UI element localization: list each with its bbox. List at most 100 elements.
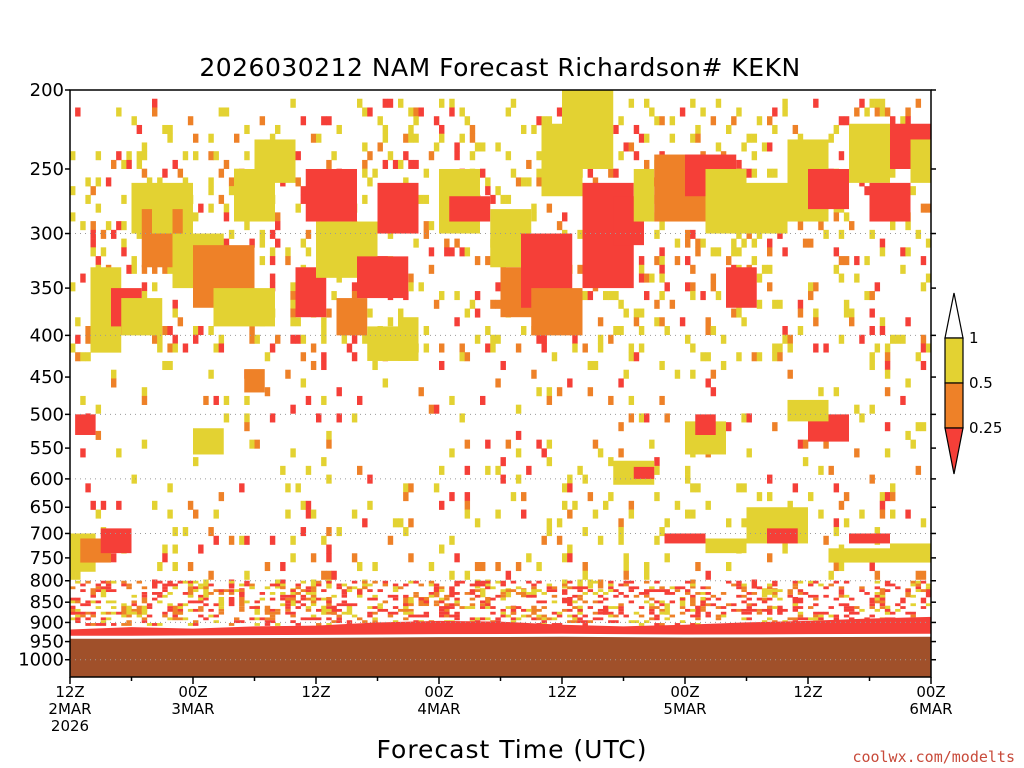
ri-cell — [321, 317, 327, 327]
ri-cell — [100, 229, 107, 239]
ri-cell — [95, 151, 102, 161]
ri-layer-cell — [208, 608, 214, 612]
ri-cell — [869, 229, 875, 239]
ri-cell — [495, 186, 501, 196]
ri-cell — [285, 247, 291, 257]
ri-cell — [141, 151, 148, 161]
ri-cell — [326, 116, 332, 126]
x-tick-label: 4MAR — [417, 700, 460, 718]
ri-cell — [321, 326, 327, 336]
ri-cell — [736, 352, 742, 362]
ri-cell — [469, 151, 476, 161]
y-tick-label: 550 — [30, 438, 64, 459]
ri-cell — [833, 527, 840, 537]
colorbar-label: 0.25 — [969, 419, 1002, 437]
ri-cell — [136, 124, 143, 135]
ri-layer-cell — [920, 580, 927, 584]
ri-cell — [387, 151, 394, 161]
ri-cell — [141, 395, 148, 405]
ri-cell — [70, 343, 76, 353]
ri-cell — [126, 605, 132, 615]
ri-layer-cell — [439, 611, 445, 615]
ri-layer-cell — [382, 580, 389, 584]
ri-layer-cell — [838, 586, 845, 590]
ri-cell — [756, 492, 763, 502]
ri-layer-cell — [613, 620, 619, 624]
ri-cell — [510, 605, 517, 615]
ri-layer-cell — [813, 611, 819, 615]
ri-cell — [90, 238, 96, 248]
ri-cell — [208, 570, 214, 580]
ri-layer-cell — [300, 580, 307, 584]
ri-cell — [449, 98, 455, 108]
ri-layer-cell — [608, 611, 614, 615]
ri-layer-cell — [715, 617, 722, 621]
ri-layer-cell — [761, 620, 768, 624]
ri-layer-cell — [705, 603, 711, 607]
ri-region — [100, 528, 132, 554]
ri-layer-cell — [239, 592, 245, 595]
ri-layer-cell — [556, 623, 563, 626]
ri-cell — [249, 439, 255, 449]
ri-layer-cell — [300, 597, 307, 601]
ri-cell — [372, 168, 378, 178]
ri-layer-cell — [756, 597, 763, 601]
ri-cell — [577, 264, 583, 274]
ri-layer-cell — [572, 594, 578, 598]
colorbar-bin — [944, 337, 964, 384]
ri-cell — [300, 527, 307, 537]
ri-cell — [915, 352, 922, 362]
ri-layer-cell — [111, 623, 117, 626]
ri-layer-cell — [495, 594, 501, 598]
ri-layer-cell — [526, 592, 532, 595]
ri-layer-cell — [454, 597, 460, 601]
ri-layer-cell — [736, 583, 742, 587]
ri-layer-cell — [720, 592, 727, 595]
ri-cell — [536, 334, 542, 344]
ri-layer-cell — [608, 583, 614, 587]
ri-cell — [136, 229, 143, 239]
ri-layer-cell — [823, 611, 829, 615]
ri-cell — [193, 334, 199, 344]
ri-layer-cell — [341, 600, 348, 604]
ri-cell — [715, 142, 722, 152]
ri-layer-cell — [659, 603, 665, 607]
ri-cell — [618, 116, 624, 126]
ri-layer-cell — [505, 589, 512, 593]
ri-layer-cell — [731, 583, 737, 587]
ri-cell — [900, 395, 906, 405]
ri-cell — [403, 596, 409, 607]
ri-layer-cell — [341, 592, 348, 595]
ri-layer-cell — [546, 586, 553, 590]
ri-cell — [275, 238, 281, 248]
ri-layer-cell — [141, 608, 148, 612]
ri-layer-cell — [70, 586, 76, 590]
ri-cell — [152, 334, 158, 344]
ri-layer-cell — [690, 597, 696, 601]
ri-cell — [464, 439, 471, 449]
ri-cell — [295, 177, 301, 187]
ri-cell — [116, 500, 122, 510]
ri-layer-cell — [157, 623, 163, 626]
ri-cell — [669, 299, 676, 309]
ri-layer-cell — [787, 592, 793, 595]
ri-layer-cell — [495, 617, 501, 621]
ri-cell — [556, 387, 563, 397]
ri-layer-cell — [792, 586, 799, 590]
ri-cell — [136, 605, 143, 615]
ri-layer-cell — [715, 597, 722, 601]
ri-cell — [321, 395, 327, 405]
ri-cell — [664, 282, 670, 292]
ri-cell — [772, 124, 778, 135]
ri-cell — [162, 360, 168, 371]
ri-cell — [905, 430, 911, 440]
ri-region — [849, 533, 890, 544]
ri-cell — [659, 527, 665, 537]
ri-layer-cell — [654, 600, 660, 604]
ri-cell — [618, 527, 624, 537]
ri-layer-cell — [290, 594, 296, 598]
ri-cell — [813, 308, 819, 318]
ri-layer-cell — [331, 594, 337, 598]
ri-cell — [193, 509, 199, 519]
ri-cell — [787, 369, 793, 379]
